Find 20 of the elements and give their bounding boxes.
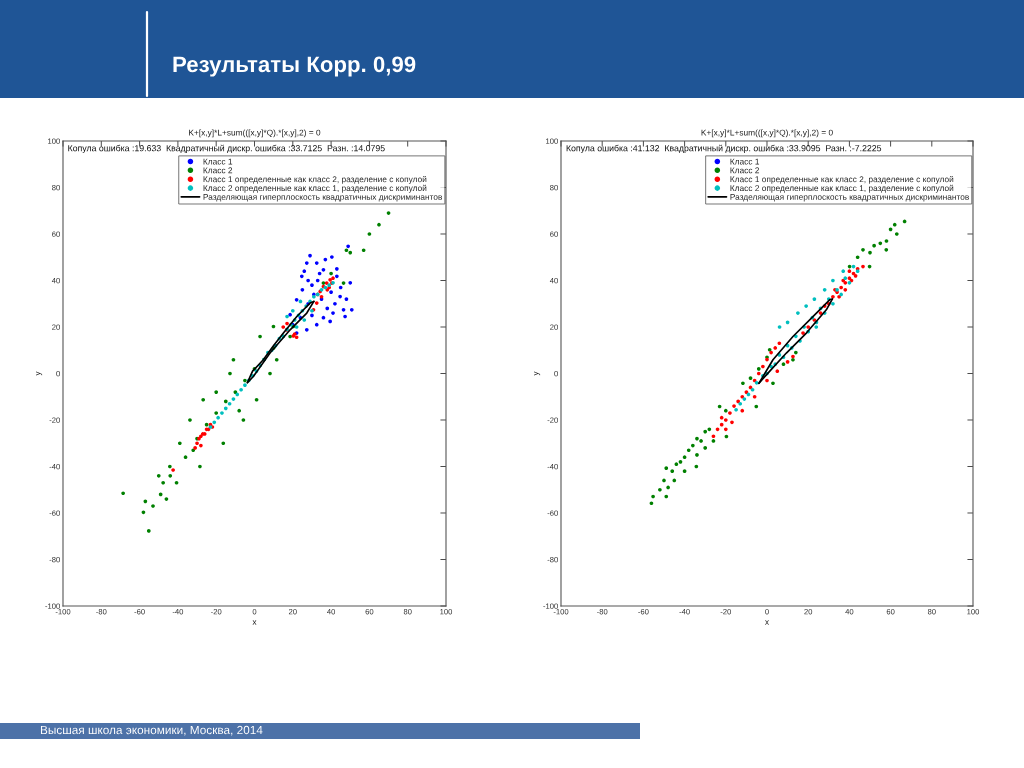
chart-title: K+[x,y]*L+sum(([x,y]*Q).*[x,y],2) = 0: [189, 129, 321, 138]
annotation: Копула ошибка :41.132 Квадратичный дискр. ошибка :33.9095 Разн. :-7.2225: [566, 144, 882, 154]
text: Высшая школа экономики, Москва, 2014: [40, 725, 263, 736]
y-axis-title: y: [534, 371, 541, 376]
legend-label: Класс 1 определенные как класс 2, разделение с копулой: [203, 175, 427, 184]
annotation: Копула ошибка :19.633 Квадратичный дискр. ошибка :33.7125 Разн. :14.0795: [68, 144, 385, 154]
legend-label: Разделяющая гиперплоскость квадратичных дискриминантов: [730, 194, 969, 202]
text: Результаты Корр. 0,99: [173, 56, 416, 77]
x-axis-title: x: [765, 620, 769, 625]
legend-label: Класс 2: [203, 167, 233, 174]
x-axis-title: x: [252, 620, 257, 625]
y-axis-title: y: [36, 371, 43, 376]
chart-title: K+[x,y]*L+sum(([x,y]*Q).*[x,y],2) = 0: [701, 129, 833, 138]
legend-label: Класс 1 определенные как класс 2, разделение с копулой: [730, 175, 954, 184]
legend-label: Класс 1: [730, 158, 760, 165]
legend-label: Класс 2: [730, 167, 760, 174]
legend-label: Класс 1: [203, 158, 233, 165]
legend-label: Класс 2 определенные как класс 1, разделение с копулой: [730, 184, 954, 193]
legend-label: Класс 2 определенные как класс 1, разделение с копулой: [203, 184, 427, 193]
legend-label: Разделяющая гиперплоскость квадратичных дискриминантов: [203, 194, 442, 202]
